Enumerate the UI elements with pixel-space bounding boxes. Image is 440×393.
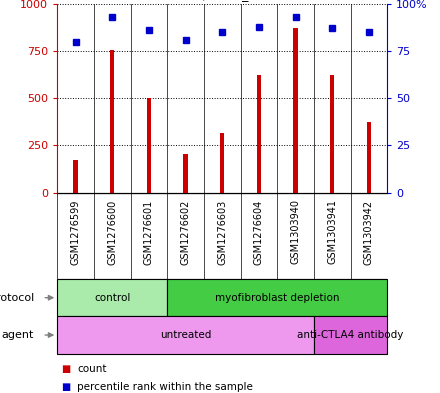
Title: GDS5822 / ILMN_2770471: GDS5822 / ILMN_2770471 bbox=[140, 0, 304, 1]
Bar bbox=[167, 279, 387, 316]
Text: GSM1276602: GSM1276602 bbox=[180, 200, 191, 265]
Bar bbox=[293, 28, 298, 193]
Text: GSM1303940: GSM1303940 bbox=[290, 200, 301, 264]
Text: count: count bbox=[77, 364, 106, 375]
Bar bbox=[183, 154, 188, 193]
Bar bbox=[314, 316, 387, 354]
Text: ■: ■ bbox=[62, 382, 71, 392]
Bar bbox=[110, 50, 114, 193]
Text: myofibroblast depletion: myofibroblast depletion bbox=[215, 293, 339, 303]
Bar bbox=[73, 160, 78, 193]
Bar bbox=[367, 122, 371, 193]
Bar bbox=[220, 133, 224, 193]
Text: control: control bbox=[94, 293, 130, 303]
Text: GSM1303941: GSM1303941 bbox=[327, 200, 337, 264]
Text: anti-CTLA4 antibody: anti-CTLA4 antibody bbox=[297, 330, 404, 340]
Text: percentile rank within the sample: percentile rank within the sample bbox=[77, 382, 253, 392]
Text: GSM1303942: GSM1303942 bbox=[364, 200, 374, 264]
Text: GSM1276603: GSM1276603 bbox=[217, 200, 227, 265]
Bar bbox=[57, 279, 167, 316]
Text: GSM1276604: GSM1276604 bbox=[254, 200, 264, 265]
Bar bbox=[57, 316, 314, 354]
Bar bbox=[257, 75, 261, 193]
Bar bbox=[330, 75, 334, 193]
Text: GSM1276599: GSM1276599 bbox=[70, 200, 81, 265]
Bar bbox=[147, 98, 151, 193]
Text: GSM1276600: GSM1276600 bbox=[107, 200, 117, 265]
Text: GSM1276601: GSM1276601 bbox=[144, 200, 154, 265]
Text: untreated: untreated bbox=[160, 330, 211, 340]
Text: ■: ■ bbox=[62, 364, 71, 375]
Text: protocol: protocol bbox=[0, 293, 34, 303]
Text: agent: agent bbox=[2, 330, 34, 340]
